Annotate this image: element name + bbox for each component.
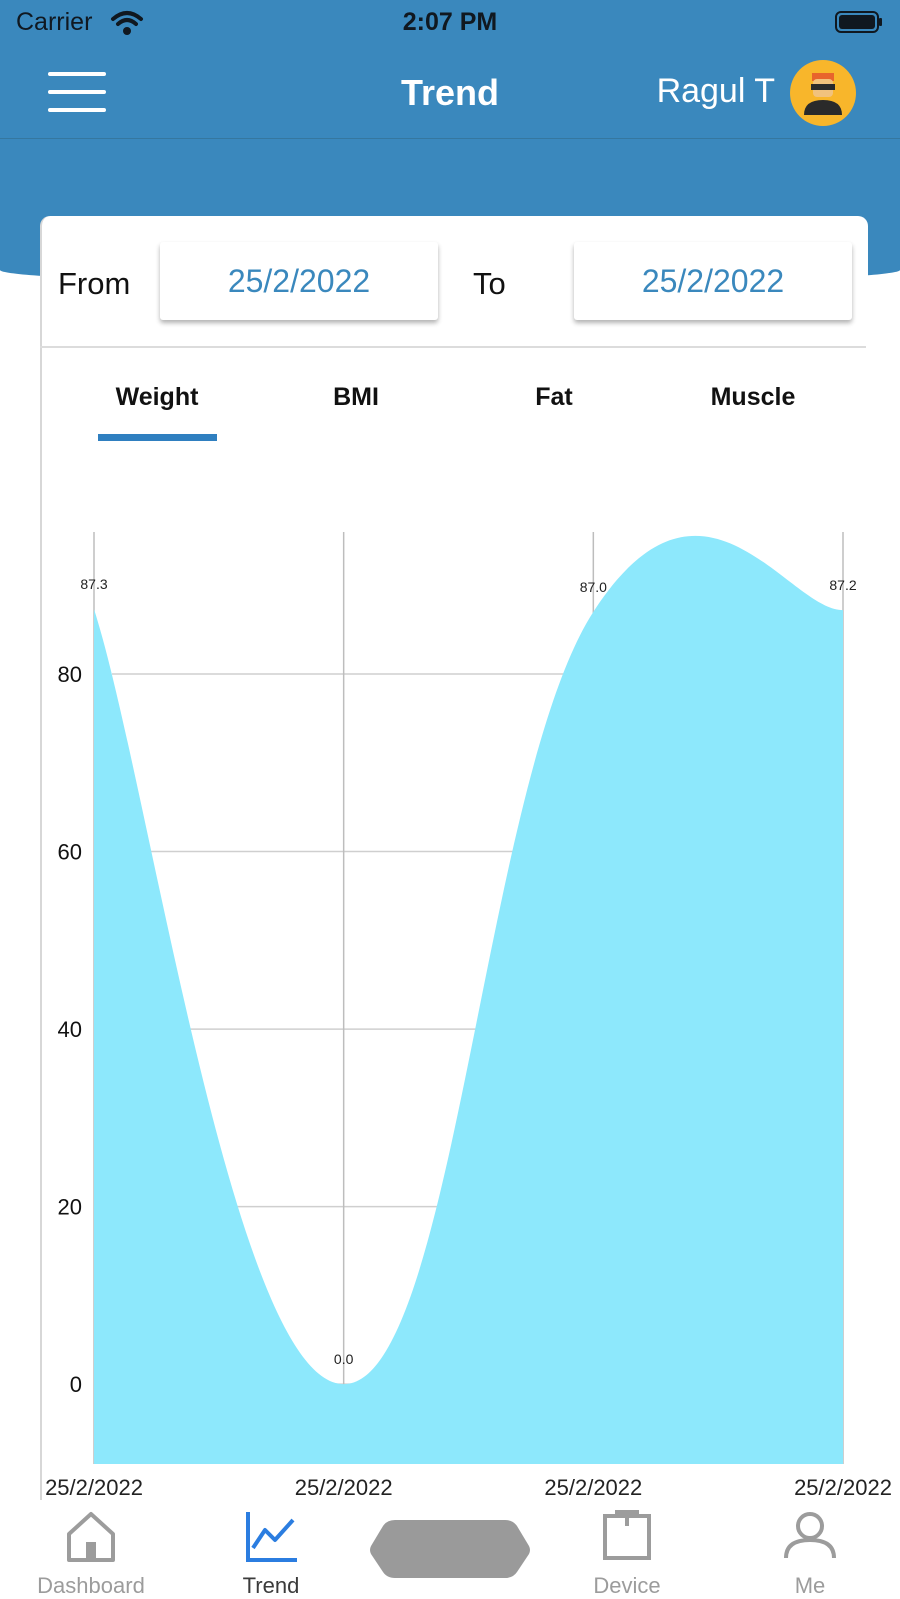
tab-fat[interactable]: Fat bbox=[535, 383, 573, 411]
nav-device[interactable]: Device bbox=[547, 1500, 707, 1598]
y-tick-label: 40 bbox=[58, 1017, 82, 1042]
data-label: 87.0 bbox=[580, 579, 607, 595]
wifi-icon bbox=[111, 11, 143, 35]
tab-weight[interactable]: Weight bbox=[115, 383, 199, 411]
tab-muscle[interactable]: Muscle bbox=[710, 383, 796, 411]
status-time: 2:07 PM bbox=[402, 8, 498, 36]
nav-dashboard[interactable]: Dashboard bbox=[11, 1500, 171, 1598]
person-icon bbox=[784, 1512, 836, 1559]
x-tick-label: 25/2/2022 bbox=[295, 1475, 393, 1500]
trend-icon bbox=[246, 1512, 297, 1562]
y-tick-label: 20 bbox=[58, 1195, 82, 1220]
data-label: 0.0 bbox=[334, 1351, 354, 1367]
nav-label-trend: Trend bbox=[242, 1573, 300, 1598]
to-date-field[interactable]: 25/2/2022 bbox=[574, 242, 852, 320]
menu-icon[interactable] bbox=[48, 72, 106, 112]
page-title: Trend bbox=[400, 72, 499, 113]
nav-label-dashboard: Dashboard bbox=[37, 1573, 145, 1598]
divider bbox=[40, 346, 866, 348]
x-tick-label: 25/2/2022 bbox=[544, 1475, 642, 1500]
app-header bbox=[0, 0, 900, 138]
y-tick-label: 60 bbox=[58, 840, 82, 865]
active-tab-indicator bbox=[98, 434, 217, 441]
y-tick-label: 0 bbox=[70, 1372, 82, 1397]
x-tick-label: 25/2/2022 bbox=[794, 1475, 892, 1500]
x-tick-label: 25/2/2022 bbox=[45, 1475, 143, 1500]
home-icon bbox=[67, 1512, 115, 1562]
to-label: To bbox=[473, 266, 506, 301]
weight-area-series bbox=[94, 535, 843, 1464]
nav-label-me: Me bbox=[794, 1573, 826, 1598]
from-date-field[interactable]: 25/2/2022 bbox=[160, 242, 438, 320]
weight-chart: 0 20 40 60 80 87.3 0.0 87.0 87.2 25/2/2022 25/2/20… bbox=[45, 532, 892, 1500]
nav-label-device: Device bbox=[593, 1573, 661, 1598]
status-carrier: Carrier bbox=[16, 8, 93, 36]
y-tick-label: 80 bbox=[58, 662, 82, 687]
nav-trend[interactable]: Trend bbox=[191, 1500, 351, 1598]
nav-me[interactable]: Me bbox=[730, 1500, 890, 1598]
battery-icon bbox=[835, 11, 882, 33]
user-name[interactable]: Ragul T bbox=[656, 72, 775, 110]
avatar-icon bbox=[804, 73, 842, 115]
device-icon bbox=[603, 1510, 651, 1560]
data-label: 87.2 bbox=[829, 577, 856, 593]
tab-bmi[interactable]: BMI bbox=[333, 383, 379, 411]
from-label: From bbox=[58, 266, 131, 301]
avatar[interactable] bbox=[790, 60, 856, 126]
scale-icon[interactable] bbox=[367, 1516, 533, 1580]
data-label: 87.3 bbox=[80, 576, 107, 592]
